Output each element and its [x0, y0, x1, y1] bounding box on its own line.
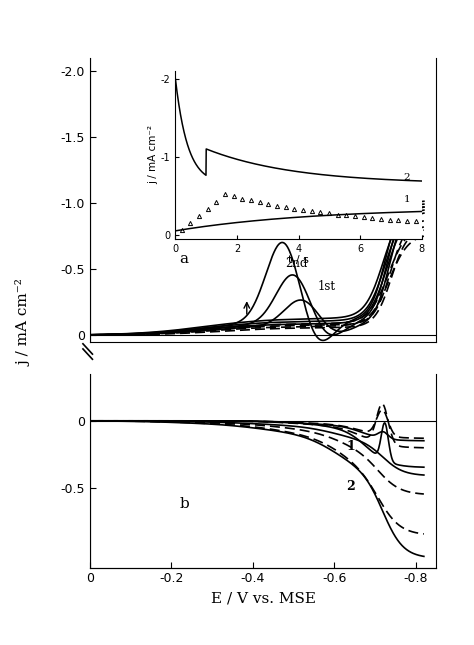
Text: 1: 1: [346, 440, 356, 453]
Text: 2nd: 2nd: [285, 257, 308, 270]
Text: 5th: 5th: [271, 230, 291, 243]
Text: 1: 1: [403, 195, 410, 204]
X-axis label: E / V vs. MSE: E / V vs. MSE: [210, 591, 316, 605]
Text: 2: 2: [346, 480, 356, 493]
Text: j / mA cm⁻²: j / mA cm⁻²: [17, 279, 32, 366]
Text: 2: 2: [403, 173, 410, 182]
Y-axis label: j / mA cm⁻²: j / mA cm⁻²: [148, 125, 158, 184]
Text: b: b: [180, 497, 190, 511]
X-axis label: t / s: t / s: [288, 255, 309, 265]
Text: a: a: [180, 252, 189, 266]
Text: 1st: 1st: [318, 281, 336, 293]
